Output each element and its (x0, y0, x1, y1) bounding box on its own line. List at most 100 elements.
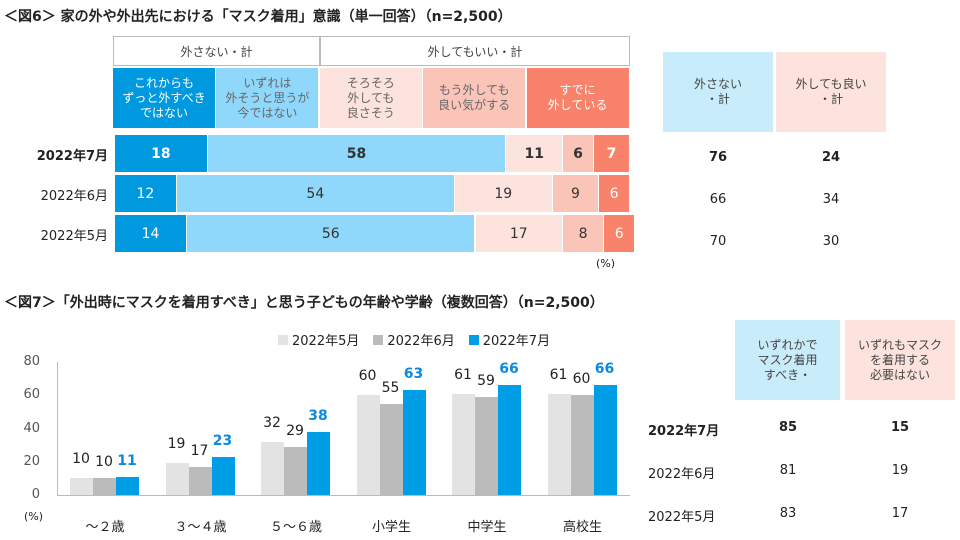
bar (356, 395, 380, 495)
summary-value: 24 (821, 150, 841, 165)
bar (452, 393, 475, 495)
data-label: 61 (454, 366, 472, 383)
legend-item-july: 2022年7月 (468, 330, 551, 349)
bar (498, 385, 521, 495)
bar-segment: 7 (593, 135, 629, 172)
x-axis (57, 495, 630, 496)
bar (188, 466, 212, 495)
data-label: 10 (95, 454, 113, 471)
summary-value: 66 (709, 192, 727, 207)
bar (93, 478, 116, 495)
group-header-remove: 外してもいい・計 (320, 36, 630, 66)
category-header: もう外しても 良い気がする (423, 68, 526, 128)
y-tick-label: 40 (23, 420, 40, 436)
row-label: 2022年7月 (36, 149, 108, 164)
data-label: 17 (190, 442, 209, 459)
data-label: 60 (572, 371, 591, 388)
bar (261, 441, 284, 495)
fig7-summary-header-yes: いずれかで マスク着用 すべき・ (735, 320, 840, 400)
data-label: 23 (212, 432, 233, 449)
group-header-keep: 外さない・計 (113, 36, 320, 66)
summary-value: 30 (822, 234, 840, 249)
bar (379, 403, 403, 495)
data-label: 11 (117, 452, 137, 469)
data-label: 38 (308, 407, 328, 424)
summary-value: 19 (891, 463, 909, 478)
legend-swatch (278, 334, 288, 345)
category-label: ３～４歳 (174, 520, 227, 535)
data-label: 10 (72, 451, 90, 468)
data-label: 59 (477, 372, 495, 389)
legend-label: 2022年7月 (482, 334, 551, 349)
summary-value: 15 (890, 420, 910, 435)
row-label: 2022年5月 (648, 510, 716, 525)
y-tick-label: 60 (23, 387, 40, 403)
row-label: 2022年5月 (40, 229, 108, 244)
category-label: ～２歳 (85, 520, 125, 535)
data-label: 61 (549, 366, 568, 383)
y-tick-label: 80 (23, 354, 40, 369)
category-label: ５～６歳 (269, 520, 322, 535)
data-label: 63 (403, 366, 424, 383)
bar-segment: 6 (604, 215, 635, 252)
legend-label: 2022年6月 (387, 334, 455, 349)
bar (211, 456, 235, 495)
summary-value: 17 (891, 506, 909, 521)
category-label: 高校生 (562, 520, 602, 535)
y-tick-label: 20 (23, 453, 40, 469)
summary-value: 81 (779, 463, 797, 478)
bar-segment: 8 (563, 215, 604, 252)
bar (284, 446, 307, 495)
summary-value: 85 (778, 420, 798, 435)
bar (116, 476, 139, 495)
data-label: 32 (263, 414, 281, 431)
bar (570, 395, 594, 495)
y-axis (57, 362, 58, 496)
summary-value: 83 (779, 506, 797, 521)
bar (307, 431, 330, 495)
bar-segment: 54 (176, 175, 454, 212)
category-label: 小学生 (371, 520, 411, 535)
bar-segment: 12 (115, 175, 176, 212)
fig6-title: ＜図6＞ 家の外や外出先における「マスク着用」意識（単一回答）（n=2,500） (4, 9, 512, 25)
bar-segment: 18 (115, 135, 207, 172)
bar-segment: 11 (506, 135, 563, 172)
bar (402, 390, 426, 495)
data-label: 66 (594, 361, 615, 378)
data-label: 66 (499, 361, 519, 378)
legend-swatch (468, 334, 479, 345)
summary-value: 70 (709, 234, 727, 249)
row-label: 2022年6月 (648, 467, 716, 482)
data-label: 29 (286, 422, 304, 439)
summary-value: 76 (708, 150, 728, 165)
category-header: そろそろ 外しても 良さそう (319, 68, 422, 128)
bar-segment: 56 (187, 215, 475, 252)
legend-swatch (373, 334, 384, 345)
summary-header-keep: 外さない ・計 (663, 52, 773, 132)
fig6-unit: (%) (596, 257, 616, 270)
category-label: 中学生 (467, 520, 507, 535)
bar (70, 478, 93, 495)
bar-segment: 19 (454, 175, 552, 212)
row-label: 2022年7月 (648, 424, 720, 439)
bar-segment: 17 (475, 215, 563, 252)
bar-segment: 9 (552, 175, 599, 212)
bar (475, 396, 498, 495)
category-header: これからも ずっと外すべき ではない (113, 68, 215, 128)
category-header: いずれは 外そうと思うが 今ではない (216, 68, 319, 128)
legend-label: 2022年5月 (292, 334, 360, 349)
bar-segment: 6 (599, 175, 629, 212)
legend: 2022年5月 2022年6月 2022年7月 (278, 330, 550, 349)
bar (165, 463, 189, 495)
legend-item-june: 2022年6月 (373, 330, 455, 349)
legend-item-may: 2022年5月 (278, 330, 359, 349)
row-label: 2022年6月 (40, 189, 108, 204)
bar-segment: 58 (207, 135, 506, 172)
data-label: 55 (381, 379, 400, 396)
bar-segment: 14 (115, 215, 187, 252)
data-label: 19 (167, 436, 186, 453)
bar (547, 393, 571, 495)
summary-value: 34 (822, 192, 840, 207)
fig7-unit: (%) (24, 510, 44, 523)
category-header: すでに 外している (526, 68, 629, 128)
